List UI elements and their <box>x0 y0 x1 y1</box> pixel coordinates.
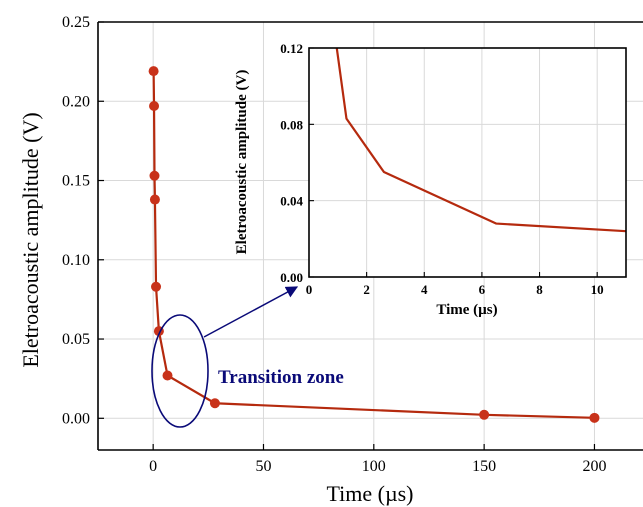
main-data-point <box>149 101 160 112</box>
inset-y-tick-label: 0.04 <box>280 194 303 209</box>
main-x-tick-label: 100 <box>362 458 386 475</box>
inset-x-tick-label: 2 <box>363 282 370 297</box>
transition-zone-arrow <box>203 286 299 338</box>
main-x-tick-label: 50 <box>255 458 271 475</box>
main-x-tick-label: 200 <box>582 458 606 475</box>
main-y-tick-label: 0.10 <box>62 252 90 269</box>
main-data-point <box>589 412 600 423</box>
inset-y-tick-label: 0.08 <box>280 117 303 132</box>
inset-background <box>309 48 626 277</box>
main-y-tick-label: 0.20 <box>62 93 90 110</box>
inset-x-tick-label: 4 <box>421 282 428 297</box>
inset-series <box>335 48 626 233</box>
inset-x-tick-label: 6 <box>479 282 486 297</box>
main-y-axis-label: Eletroacoustic amplitude (V) <box>18 112 43 367</box>
inset-y-tick-labels: 0.00 0.04 0.08 0.12 <box>280 41 303 285</box>
inset-x-tick-label: 10 <box>591 282 604 297</box>
main-y-tick-label: 0.25 <box>62 14 90 31</box>
inset-frame <box>308 47 627 278</box>
main-x-tick-labels: 0 50 100 150 200 <box>149 458 606 475</box>
main-y-tick-label: 0.00 <box>62 410 90 427</box>
main-data-point <box>162 370 173 381</box>
inset-series-line <box>335 48 626 233</box>
main-data-point <box>148 66 159 77</box>
transition-zone-label: Transition zone <box>218 367 344 388</box>
inset-y-axis-label: Eletroacoustic amplitude (V) <box>234 70 250 255</box>
main-data-point <box>151 281 162 292</box>
main-series-line <box>152 71 595 419</box>
main-series <box>148 66 600 423</box>
inset-x-tick-label: 8 <box>536 282 543 297</box>
main-x-tick-label: 0 <box>149 458 157 475</box>
main-y-tick-labels: 0.00 0.05 0.10 0.15 0.20 0.25 <box>62 14 90 427</box>
inset-y-tick-label: 0.00 <box>280 270 303 285</box>
main-data-point <box>149 170 160 181</box>
inset-x-axis-label: Time (µs) <box>436 302 497 318</box>
transition-zone-ellipse <box>151 314 209 428</box>
main-x-tick-label: 150 <box>472 458 496 475</box>
inset-x-tick-labels: 0 2 4 6 8 10 <box>306 282 604 297</box>
main-data-point <box>479 409 490 420</box>
main-y-tick-label: 0.15 <box>62 173 90 190</box>
inset-x-tick-label: 0 <box>306 282 313 297</box>
main-data-point <box>149 194 160 205</box>
inset-y-tick-label: 0.12 <box>280 41 303 56</box>
main-x-axis-label: Time (µs) <box>326 481 413 506</box>
main-y-tick-label: 0.05 <box>62 331 90 348</box>
main-data-point <box>209 398 220 409</box>
